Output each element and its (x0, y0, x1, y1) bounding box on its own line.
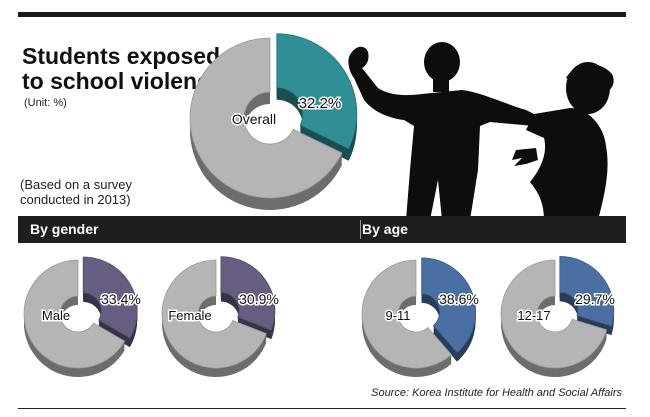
donut-male-category-label: Male (42, 308, 70, 323)
title-line-1: Students exposed (22, 43, 221, 69)
age-section-header: By age (362, 221, 408, 237)
donut-overall-category-label: Overall (232, 111, 276, 127)
donut-12-17: 12-17 29.7% (500, 256, 616, 377)
title-line-2: to school violence (22, 68, 223, 94)
donut-9-11-category-label: 9-11 (385, 308, 410, 323)
donut-9-11-remainder (361, 259, 453, 369)
gender-section-header: By gender (30, 221, 99, 237)
donut-male-slice (82, 256, 138, 339)
survey-note: (Based on a survey conducted in 2013) (20, 177, 220, 207)
top-rule (18, 12, 626, 17)
donut-female-remainder (161, 259, 267, 369)
donut-9-11: 9-11 38.6% (361, 257, 480, 377)
donut-12-17-remainder (500, 259, 608, 369)
bottom-rule (18, 408, 626, 409)
page-title: Students exposed to school violence (22, 44, 252, 94)
silhouette-illustration (348, 42, 614, 220)
donut-female: Female 30.9% (161, 256, 280, 377)
donut-12-17-value-label: 29.7% (575, 291, 615, 307)
survey-note-line-2: conducted in 2013) (20, 192, 131, 207)
survey-note-line-1: (Based on a survey (20, 177, 133, 192)
donut-12-17-category-label: 12-17 (517, 308, 550, 323)
donut-12-17-slice (559, 256, 615, 327)
donut-overall-remainder (189, 37, 343, 199)
donut-overall-value-label: 32.2% (299, 95, 342, 112)
donut-9-11-value-label: 38.6% (439, 291, 479, 307)
donut-9-11-slice (421, 257, 476, 354)
donut-overall: Overall 32.2% (189, 33, 358, 210)
donut-female-value-label: 30.9% (239, 291, 279, 307)
donut-female-slice (220, 256, 276, 331)
donut-male-remainder (23, 259, 126, 369)
donut-male: Male 33.4% (23, 256, 142, 377)
donut-overall-slice (276, 33, 358, 150)
donut-male-value-label: 33.4% (101, 291, 141, 307)
donut-female-category-label: Female (168, 308, 211, 323)
silhouette-shapes (348, 42, 614, 220)
section-header-bar: By gender By age (18, 216, 626, 243)
unit-note: (Unit: %) (24, 97, 67, 109)
section-divider (360, 220, 361, 239)
source-note: Source: Korea Institute for Health and S… (371, 387, 622, 399)
